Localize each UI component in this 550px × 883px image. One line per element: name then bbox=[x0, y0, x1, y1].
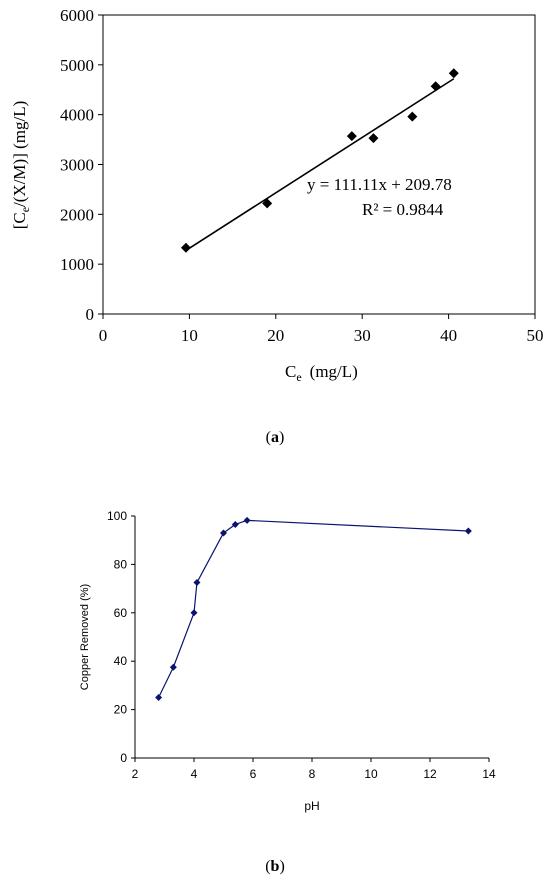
chart-b-y-tick-label: 40 bbox=[114, 654, 128, 668]
chart-a-y-tick-label: 5000 bbox=[60, 56, 94, 75]
chart-a-y-tick-label: 1000 bbox=[60, 255, 94, 274]
chart-b-data-point bbox=[220, 529, 227, 537]
chart-b-x-axis-title: pH bbox=[304, 799, 319, 813]
chart-b-x-tick-label: 6 bbox=[250, 767, 257, 781]
chart-a-x-tick-label: 0 bbox=[99, 326, 108, 345]
chart-a-data-point bbox=[430, 81, 441, 92]
chart-a-r-squared: R² = 0.9844 bbox=[362, 200, 444, 219]
chart-b-series-line bbox=[158, 519, 469, 698]
chart-a-data-point bbox=[180, 242, 191, 253]
chart-a-y-tick-label: 2000 bbox=[60, 205, 94, 224]
chart-b-panel-label: (b) bbox=[265, 858, 285, 875]
chart-b-data-point bbox=[243, 516, 251, 524]
chart-a-x-tick-label: 40 bbox=[440, 326, 457, 345]
chart-a-x-tick-label: 10 bbox=[181, 326, 198, 345]
chart-a-data-point bbox=[448, 68, 459, 79]
chart-a-x-axis-title: Ce (mg/L) bbox=[285, 362, 358, 384]
chart-b-x-tick-label: 12 bbox=[423, 767, 437, 781]
chart-b-y-axis-title: Copper Removed (%) bbox=[79, 584, 91, 690]
chart-a-data-point bbox=[346, 131, 357, 142]
chart-b-data-point bbox=[155, 694, 163, 701]
chart-b-data-point bbox=[231, 520, 239, 528]
chart-b-x-tick-label: 14 bbox=[482, 767, 496, 781]
chart-a-x-tick-label: 20 bbox=[267, 326, 284, 345]
chart-a-y-tick-label: 0 bbox=[86, 305, 95, 324]
chart-b-data-point bbox=[190, 609, 198, 617]
chart-b-y-tick-label: 20 bbox=[114, 703, 128, 717]
chart-a-y-tick-label: 4000 bbox=[60, 106, 94, 125]
chart-b: 0 20 40 60 80 100 2 4 6 8 10 12 14 pH Copper Remove… bbox=[79, 509, 496, 875]
chart-b-y-tick-label: 80 bbox=[114, 557, 128, 571]
chart-a-data-point bbox=[262, 198, 273, 209]
chart-a-data-point bbox=[407, 111, 418, 122]
chart-b-data-point bbox=[169, 663, 177, 671]
chart-a-x-tick-label: 30 bbox=[354, 326, 371, 345]
chart-b-x-tick-label: 4 bbox=[191, 767, 198, 781]
chart-b-data-point bbox=[193, 579, 201, 587]
chart-b-x-tick-label: 8 bbox=[309, 767, 316, 781]
chart-b-y-tick-label: 100 bbox=[107, 509, 127, 523]
chart-a-data-point bbox=[368, 133, 379, 144]
chart-a-x-tick-label: 50 bbox=[527, 326, 544, 345]
chart-a-equation: y = 111.11x + 209.78 bbox=[307, 175, 452, 194]
chart-a-trendline bbox=[185, 78, 455, 252]
chart-a-y-axis-title: [Ce/(X/M)] (mg/L) bbox=[10, 101, 32, 230]
chart-b-data-point bbox=[464, 527, 472, 535]
chart-a-y-tick-label: 6000 bbox=[60, 6, 94, 25]
chart-a-y-tick-label: 3000 bbox=[60, 156, 94, 175]
chart-a-panel-label: (a) bbox=[266, 429, 285, 446]
chart-b-x-tick-label: 2 bbox=[132, 767, 139, 781]
chart-a: 0 1000 2000 3000 4000 5000 6000 0 10 20 30 40 50 y … bbox=[10, 6, 544, 446]
chart-b-y-tick-label: 0 bbox=[120, 751, 127, 765]
chart-b-y-tick-label: 60 bbox=[114, 606, 128, 620]
chart-b-x-tick-label: 10 bbox=[364, 767, 378, 781]
